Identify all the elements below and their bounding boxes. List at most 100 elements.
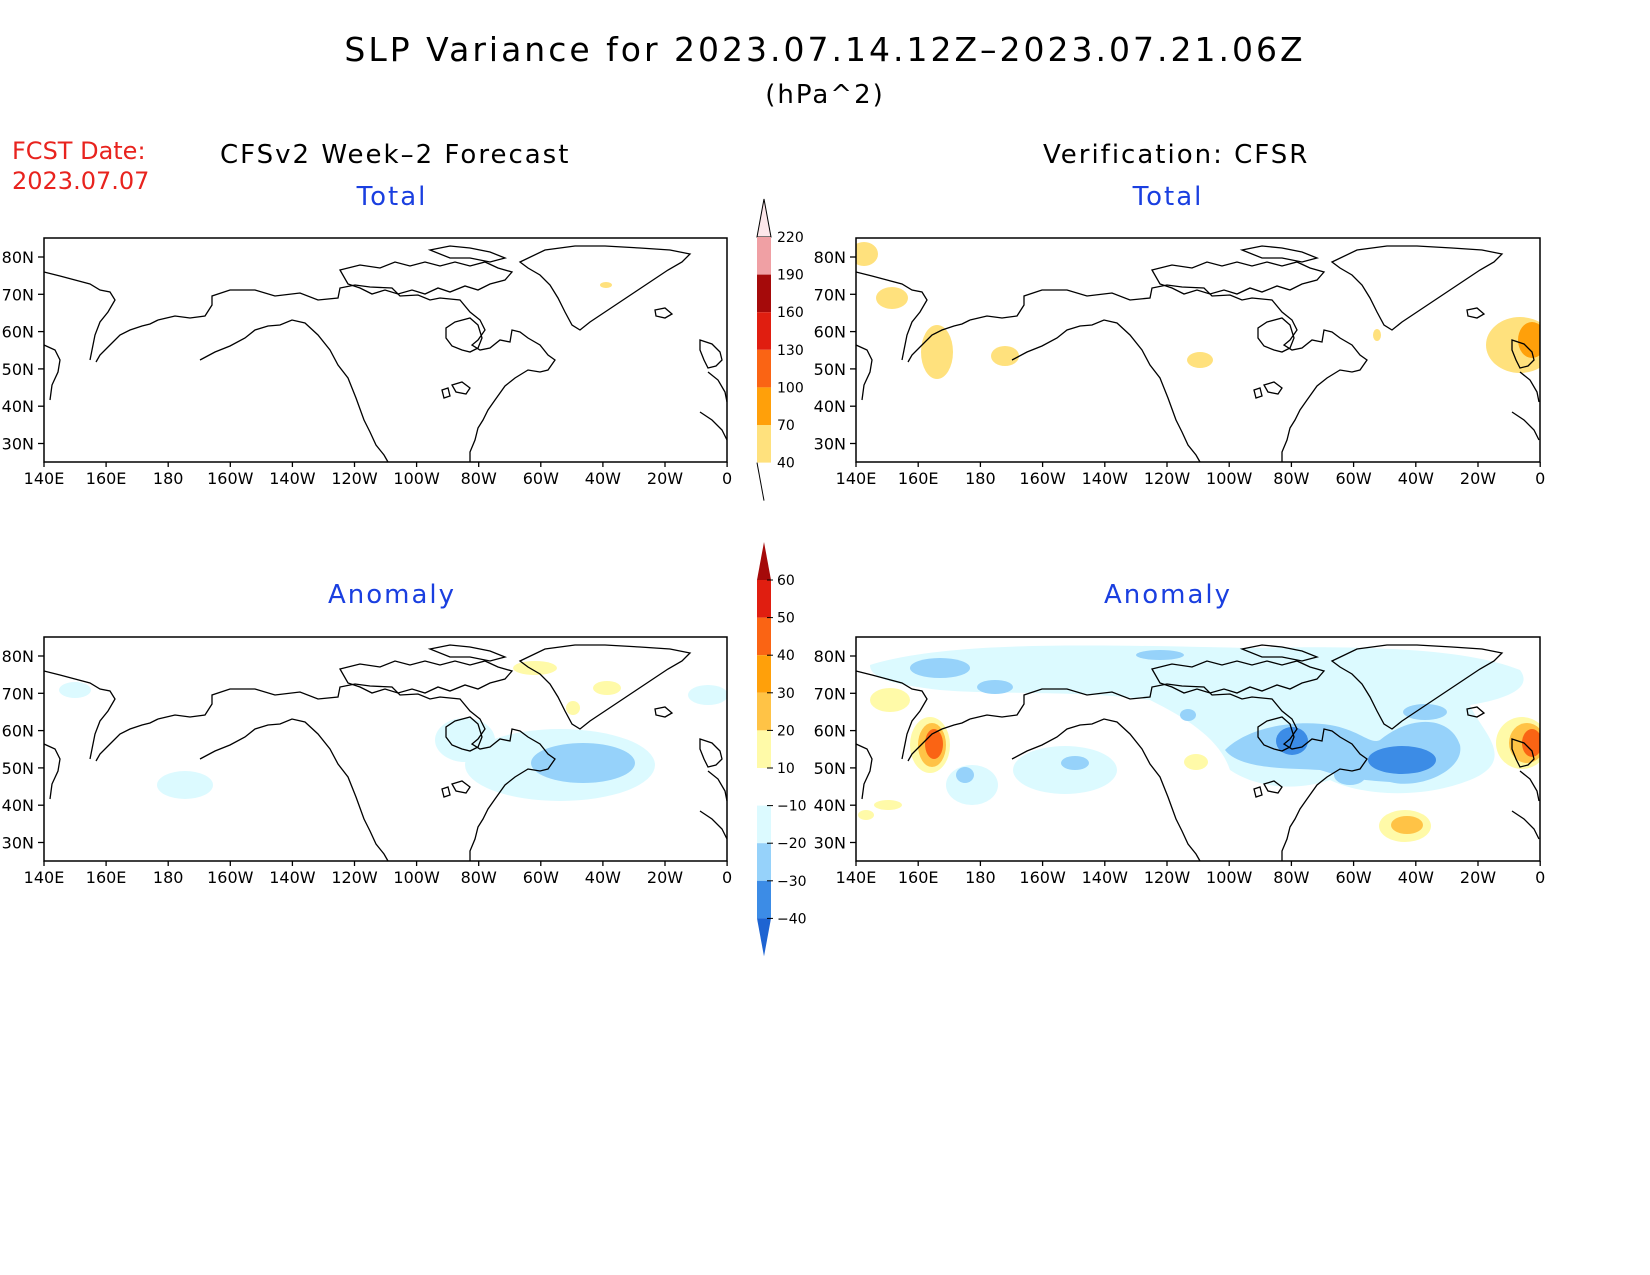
- lat-tick-label: 40N: [814, 796, 846, 815]
- lon-tick-label: 120W: [331, 469, 378, 488]
- shading-yellow: [566, 701, 580, 715]
- colorbar-label: −10: [777, 799, 807, 815]
- colorbar-swatch: [757, 349, 771, 388]
- lat-tick-label: 60N: [814, 722, 846, 741]
- lat-tick-label: 70N: [814, 684, 846, 703]
- lon-tick-label: 120W: [1144, 469, 1191, 488]
- colorbar-swatch: [757, 768, 771, 806]
- colorbar-top-triangle: [756, 198, 772, 238]
- lon-tick-label: 120W: [1144, 868, 1191, 887]
- colorbar-label: 100: [777, 380, 804, 396]
- lat-tick-label: 80N: [2, 248, 34, 267]
- colorbar-label: 10: [777, 761, 795, 777]
- lat-tick-label: 50N: [814, 360, 846, 379]
- map-frame: [43, 237, 728, 463]
- lat-tick-label: 40N: [2, 397, 34, 416]
- colorbar-label: 40: [777, 456, 795, 472]
- fcst-date-block: FCST Date: 2023.07.07: [12, 136, 149, 196]
- map-frame: [855, 636, 1541, 862]
- lon-tick-label: 160W: [1019, 469, 1066, 488]
- shading-blue: [1403, 704, 1447, 720]
- lon-tick-label: 140E: [836, 868, 877, 887]
- lon-tick-label: 160W: [207, 868, 254, 887]
- shading-yellow: [856, 242, 878, 266]
- shading-light-blue: [59, 682, 91, 698]
- lat-tick-label: 30N: [2, 435, 34, 454]
- shading-blue: [956, 767, 974, 783]
- coastlines: [43, 245, 728, 463]
- lon-tick-label: 20W: [1460, 469, 1496, 488]
- panel-forecast-anomaly: 80N 70N 60N 50N 40N 30N 140E 160E 180 160W 140W 12…: [2, 636, 732, 887]
- lon-tick-label: 40W: [1398, 469, 1434, 488]
- colorbar-top-triangle: [757, 542, 771, 580]
- panel-verification-total: 80N 70N 60N 50N 40N 30N 140E 160E 180 160W 140W 12…: [814, 237, 1545, 488]
- lon-tick-label: 140W: [269, 469, 316, 488]
- shading-yellow: [593, 681, 621, 695]
- colorbar-label: 130: [777, 343, 804, 359]
- colorbar-label: 30: [777, 686, 795, 702]
- lat-tick-label: 70N: [2, 285, 34, 304]
- shading-yellow: [858, 810, 874, 820]
- panel-forecast-total: 80N 70N 60N 50N 40N 30N 140E 160E 180 160W 140W 12…: [2, 237, 732, 488]
- panel-title-verification-total: Total: [1132, 182, 1204, 212]
- shading-yellow: [1187, 352, 1213, 368]
- colorbar-swatch: [757, 692, 771, 731]
- lat-tick-label: 60N: [2, 722, 34, 741]
- lon-tick-label: 180: [965, 868, 996, 887]
- lon-tick-label: 40W: [585, 469, 621, 488]
- colorbar-swatch: [757, 237, 771, 275]
- shading-blue: [1136, 650, 1184, 660]
- shading-blue: [977, 680, 1013, 694]
- shading-blue: [1061, 756, 1089, 770]
- lon-tick-label: 60W: [523, 868, 559, 887]
- verification-column-title: Verification: CFSR: [1043, 140, 1310, 170]
- colorbar-label: −40: [777, 911, 807, 927]
- lon-tick-label: 180: [153, 868, 184, 887]
- colorbar-anomaly: 60 50 40 30 20 10 −10 −20 −30 −40: [757, 542, 807, 957]
- shading-mid-orange: [1391, 816, 1423, 834]
- lon-tick-label: 40W: [585, 868, 621, 887]
- colorbar-label: 190: [777, 268, 804, 284]
- shading-yellow: [991, 346, 1019, 366]
- lon-tick-label: 100W: [393, 469, 440, 488]
- units-label: (hPa^2): [765, 80, 885, 110]
- lon-tick-label: 0: [722, 868, 732, 887]
- lon-tick-label: 160E: [86, 868, 127, 887]
- lat-tick-label: 80N: [814, 647, 846, 666]
- lat-tick-label: 80N: [2, 647, 34, 666]
- lon-tick-label: 80W: [1273, 868, 1309, 887]
- main-title: SLP Variance for 2023.07.14.12Z–2023.07.…: [344, 30, 1306, 69]
- lon-tick-label: 60W: [1336, 868, 1372, 887]
- lon-tick-label: 20W: [1460, 868, 1496, 887]
- lon-tick-label: 60W: [1336, 469, 1372, 488]
- lat-tick-label: 30N: [814, 435, 846, 454]
- lon-tick-label: 160E: [898, 868, 939, 887]
- fcst-date-label: FCST Date:: [12, 137, 146, 165]
- lat-tick-label: 80N: [814, 248, 846, 267]
- lon-tick-label: 140E: [24, 469, 65, 488]
- lat-tick-label: 50N: [814, 759, 846, 778]
- shading-yellow: [870, 688, 910, 712]
- shading-blue: [531, 743, 635, 783]
- shading-yellow: [1373, 329, 1381, 341]
- colorbar-swatch: [757, 387, 771, 425]
- map-frame: [855, 237, 1541, 463]
- colorbar-label: −30: [777, 874, 807, 890]
- colorbar-swatch: [757, 274, 771, 313]
- colorbar-label: 220: [777, 230, 804, 246]
- fcst-date-value: 2023.07.07: [12, 167, 150, 195]
- shading-yellow: [874, 800, 902, 810]
- lat-tick-label: 30N: [814, 834, 846, 853]
- colorbar-swatch: [757, 805, 771, 844]
- colorbar-swatch: [757, 580, 771, 618]
- panel-verification-anomaly: 80N 70N 60N 50N 40N 30N 140E 160E 180 160W 140W 12…: [814, 636, 1545, 887]
- colorbar-label: 70: [777, 418, 795, 434]
- lat-tick-label: 70N: [814, 285, 846, 304]
- lon-tick-label: 0: [1535, 868, 1545, 887]
- lat-tick-label: 60N: [2, 323, 34, 342]
- shading-deep-blue: [1368, 746, 1436, 774]
- lat-tick-label: 50N: [2, 759, 34, 778]
- lon-tick-label: 140W: [1082, 868, 1129, 887]
- shading-yellow: [876, 287, 908, 309]
